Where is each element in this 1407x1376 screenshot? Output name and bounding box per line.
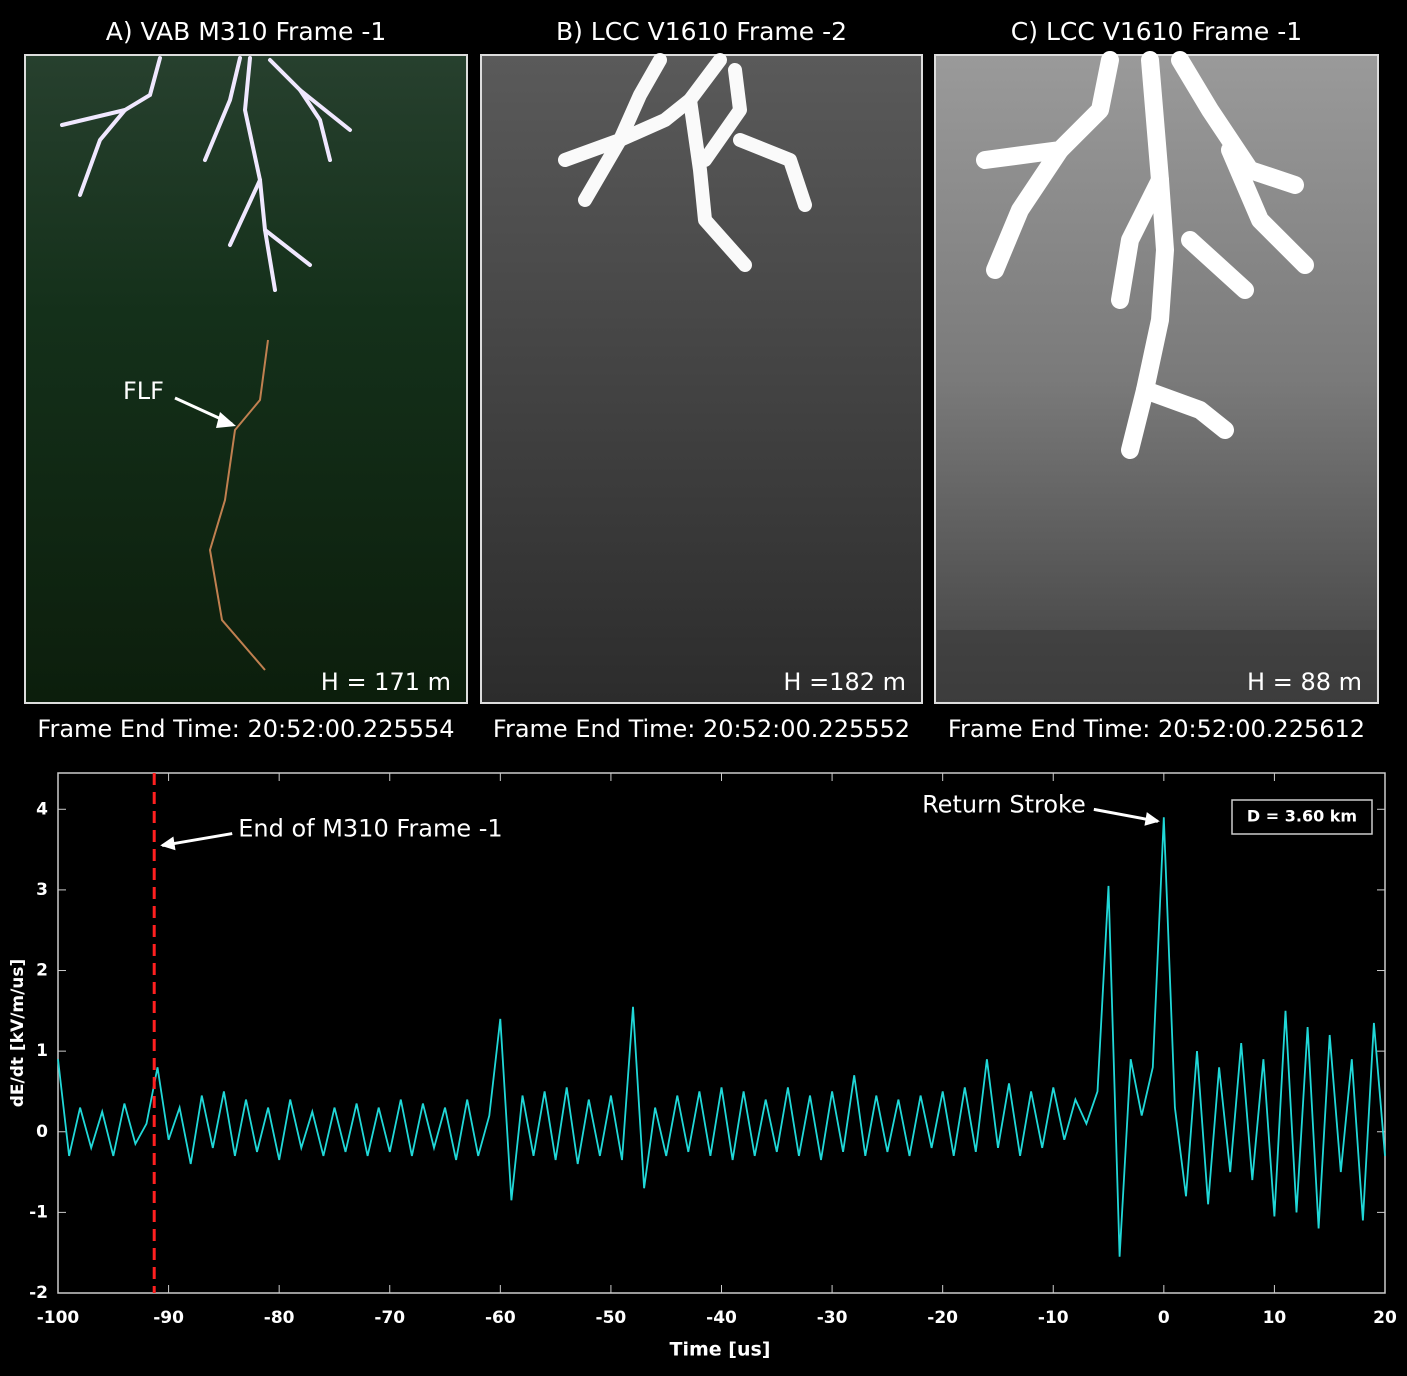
y-tick-label: 0 (36, 1122, 48, 1142)
height-label: H = 88 m (1247, 668, 1362, 696)
annotation-arrow-head (1144, 812, 1159, 826)
panel-annotation: FLF (123, 377, 164, 405)
frame-time: Frame End Time: 20:52:00.225612 (948, 715, 1365, 743)
plot-frame (58, 773, 1385, 1293)
height-label: H = 171 m (321, 668, 451, 696)
annotation: Return Stroke (922, 790, 1086, 818)
annotation-arrow-head (160, 836, 175, 850)
x-tick-label: -20 (927, 1308, 958, 1328)
y-tick-label: 1 (36, 1041, 48, 1061)
page: D = 3.60 km Time [us] dE/dt [kV/m/us] A)… (0, 0, 1407, 1376)
x-tick-label: -10 (1038, 1308, 1069, 1328)
panel-title: A) VAB M310 Frame -1 (106, 17, 387, 46)
annotation: End of M310 Frame -1 (238, 815, 502, 843)
y-tick-label: 2 (36, 961, 48, 981)
y-tick-label: 3 (36, 880, 48, 900)
panel-title: C) LCC V1610 Frame -1 (1011, 17, 1302, 46)
frame-time: Frame End Time: 20:52:00.225554 (37, 715, 454, 743)
panel-title: B) LCC V1610 Frame -2 (556, 17, 847, 46)
x-tick-label: -60 (485, 1308, 516, 1328)
x-tick-label: -50 (596, 1308, 627, 1328)
frame-time: Frame End Time: 20:52:00.225552 (493, 715, 910, 743)
x-axis-label: Time [us] (670, 1339, 771, 1361)
x-tick-label: -70 (374, 1308, 405, 1328)
signal-line (58, 817, 1385, 1256)
y-tick-label: -2 (29, 1283, 48, 1303)
y-tick-label: -1 (29, 1202, 48, 1222)
x-tick-label: -100 (37, 1308, 80, 1328)
info-box-text: D = 3.60 km (1247, 807, 1357, 826)
photo-a (25, 55, 467, 703)
x-tick-label: -90 (153, 1308, 184, 1328)
x-tick-label: 0 (1158, 1308, 1170, 1328)
x-tick-label: -80 (264, 1308, 295, 1328)
x-tick-label: -30 (817, 1308, 848, 1328)
y-axis-label: dE/dt [kV/m/us] (8, 959, 28, 1108)
x-tick-label: -40 (706, 1308, 737, 1328)
x-tick-label: 20 (1373, 1308, 1397, 1328)
x-tick-label: 10 (1263, 1308, 1287, 1328)
height-label: H =182 m (783, 668, 906, 696)
y-tick-label: 4 (36, 799, 48, 819)
figure: D = 3.60 km Time [us] dE/dt [kV/m/us] A)… (0, 0, 1407, 1372)
